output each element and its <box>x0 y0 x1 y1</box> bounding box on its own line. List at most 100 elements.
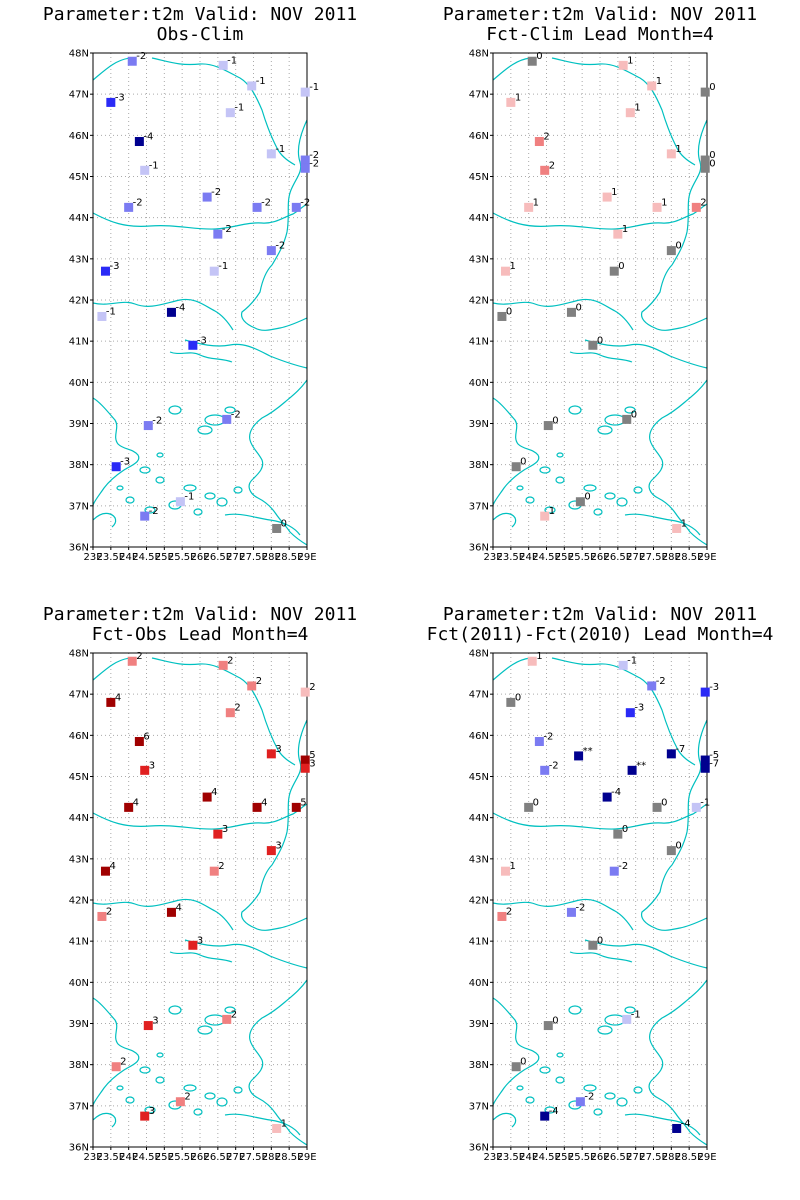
station: -1 <box>175 492 194 507</box>
station-marker <box>524 802 534 812</box>
station-marker <box>627 765 637 775</box>
x-tick-label: 27E <box>626 552 645 563</box>
station-value-label: 1 <box>281 1118 287 1129</box>
station-marker <box>213 229 223 239</box>
station-value-label: -4 <box>175 302 185 313</box>
island <box>155 476 165 484</box>
station: 3 <box>188 935 203 950</box>
station-marker <box>202 192 212 202</box>
y-tick-label: 41N <box>69 337 89 348</box>
x-tick-label: 27E <box>226 552 245 563</box>
island <box>204 492 216 500</box>
map-panel-fct-2011-minus-2010: Parameter:t2m Valid: NOV 2011 Fct(2011)-… <box>400 600 800 1190</box>
station: -2 <box>252 197 271 212</box>
station: 0 <box>700 150 716 165</box>
station-value-label: 4 <box>109 861 115 872</box>
island <box>168 1005 182 1015</box>
station: -2 <box>300 158 319 173</box>
island <box>183 484 197 492</box>
station: 0 <box>588 935 603 950</box>
station: 4 <box>166 902 182 917</box>
island <box>593 1108 603 1116</box>
station: 4 <box>252 797 267 812</box>
island <box>216 1097 228 1107</box>
coastline <box>240 719 308 931</box>
station-value-label: 5 <box>300 797 306 808</box>
x-tick-label: 28E <box>262 552 281 563</box>
y-tick-label: 39N <box>69 419 89 430</box>
x-tick-label: 29E <box>297 1152 316 1163</box>
island <box>168 405 182 415</box>
station-value-label: 0 <box>597 935 603 946</box>
station-marker <box>209 266 219 276</box>
station-value-label: 0 <box>618 261 624 272</box>
coastline <box>169 351 233 363</box>
coastline <box>640 719 708 931</box>
y-tick-label: 47N <box>69 690 89 701</box>
station-marker <box>511 462 521 472</box>
station-value-label: -3 <box>709 682 719 693</box>
station: -2 <box>300 150 319 165</box>
island <box>633 1086 643 1094</box>
station: 5 <box>291 797 307 812</box>
station-marker <box>566 907 576 917</box>
station-value-label: -2 <box>584 1092 594 1103</box>
station-value-label: 1 <box>675 144 681 155</box>
y-tick-label: 44N <box>469 813 489 824</box>
station: 1 <box>527 651 543 666</box>
station-marker <box>111 462 121 472</box>
station-value-label: 3 <box>197 935 203 946</box>
island <box>197 425 213 435</box>
station-value-label: -7 <box>709 758 719 769</box>
x-tick-label: 24.5E <box>132 552 161 563</box>
y-tick-label: 36N <box>469 543 489 554</box>
station: -2 <box>609 861 628 876</box>
x-tick-label: 27E <box>626 1152 645 1163</box>
coastline <box>240 119 308 331</box>
island <box>525 496 535 504</box>
station-marker <box>225 108 235 118</box>
station-marker <box>666 846 676 856</box>
station-marker <box>511 1062 521 1072</box>
station-marker <box>140 165 150 175</box>
coastline <box>492 203 708 230</box>
station-value-label: -2 <box>136 51 146 62</box>
station-marker <box>140 765 150 775</box>
station-value-label: -4 <box>143 132 153 143</box>
station-marker <box>222 1014 232 1024</box>
station-marker <box>613 829 623 839</box>
station-marker <box>625 708 635 718</box>
station-marker <box>540 511 550 521</box>
island <box>604 414 626 426</box>
island <box>555 1076 565 1084</box>
island <box>156 452 164 458</box>
coastline <box>92 203 308 230</box>
station: -2 <box>202 187 221 202</box>
y-tick-label: 37N <box>69 1101 89 1112</box>
x-tick-label: 28.5E <box>275 552 304 563</box>
station-value-label: 2 <box>184 1092 190 1103</box>
x-tick-label: 27.5E <box>639 552 668 563</box>
y-tick-label: 39N <box>469 1019 489 1030</box>
island <box>616 497 628 507</box>
station: -1 <box>247 76 266 91</box>
x-tick-label: 24.5E <box>532 552 561 563</box>
station: -2 <box>291 197 310 212</box>
station-value-label: -1 <box>227 55 237 66</box>
station-marker <box>700 155 710 165</box>
panel-title: Parameter:t2m Valid: NOV 2011 <box>442 4 758 25</box>
station-value-label: -3 <box>109 261 119 272</box>
station-marker <box>691 202 701 212</box>
station: 0 <box>575 492 591 507</box>
island <box>144 506 156 514</box>
station: 0 <box>613 824 628 839</box>
island <box>624 1006 636 1014</box>
station-marker <box>209 866 219 876</box>
station-value-label: -2 <box>618 861 628 872</box>
station: -7 <box>666 744 685 759</box>
x-tick-label: 28E <box>262 1152 281 1163</box>
station-value-label: -1 <box>218 261 228 272</box>
station: -5 <box>700 750 719 765</box>
station: -3 <box>625 703 644 718</box>
